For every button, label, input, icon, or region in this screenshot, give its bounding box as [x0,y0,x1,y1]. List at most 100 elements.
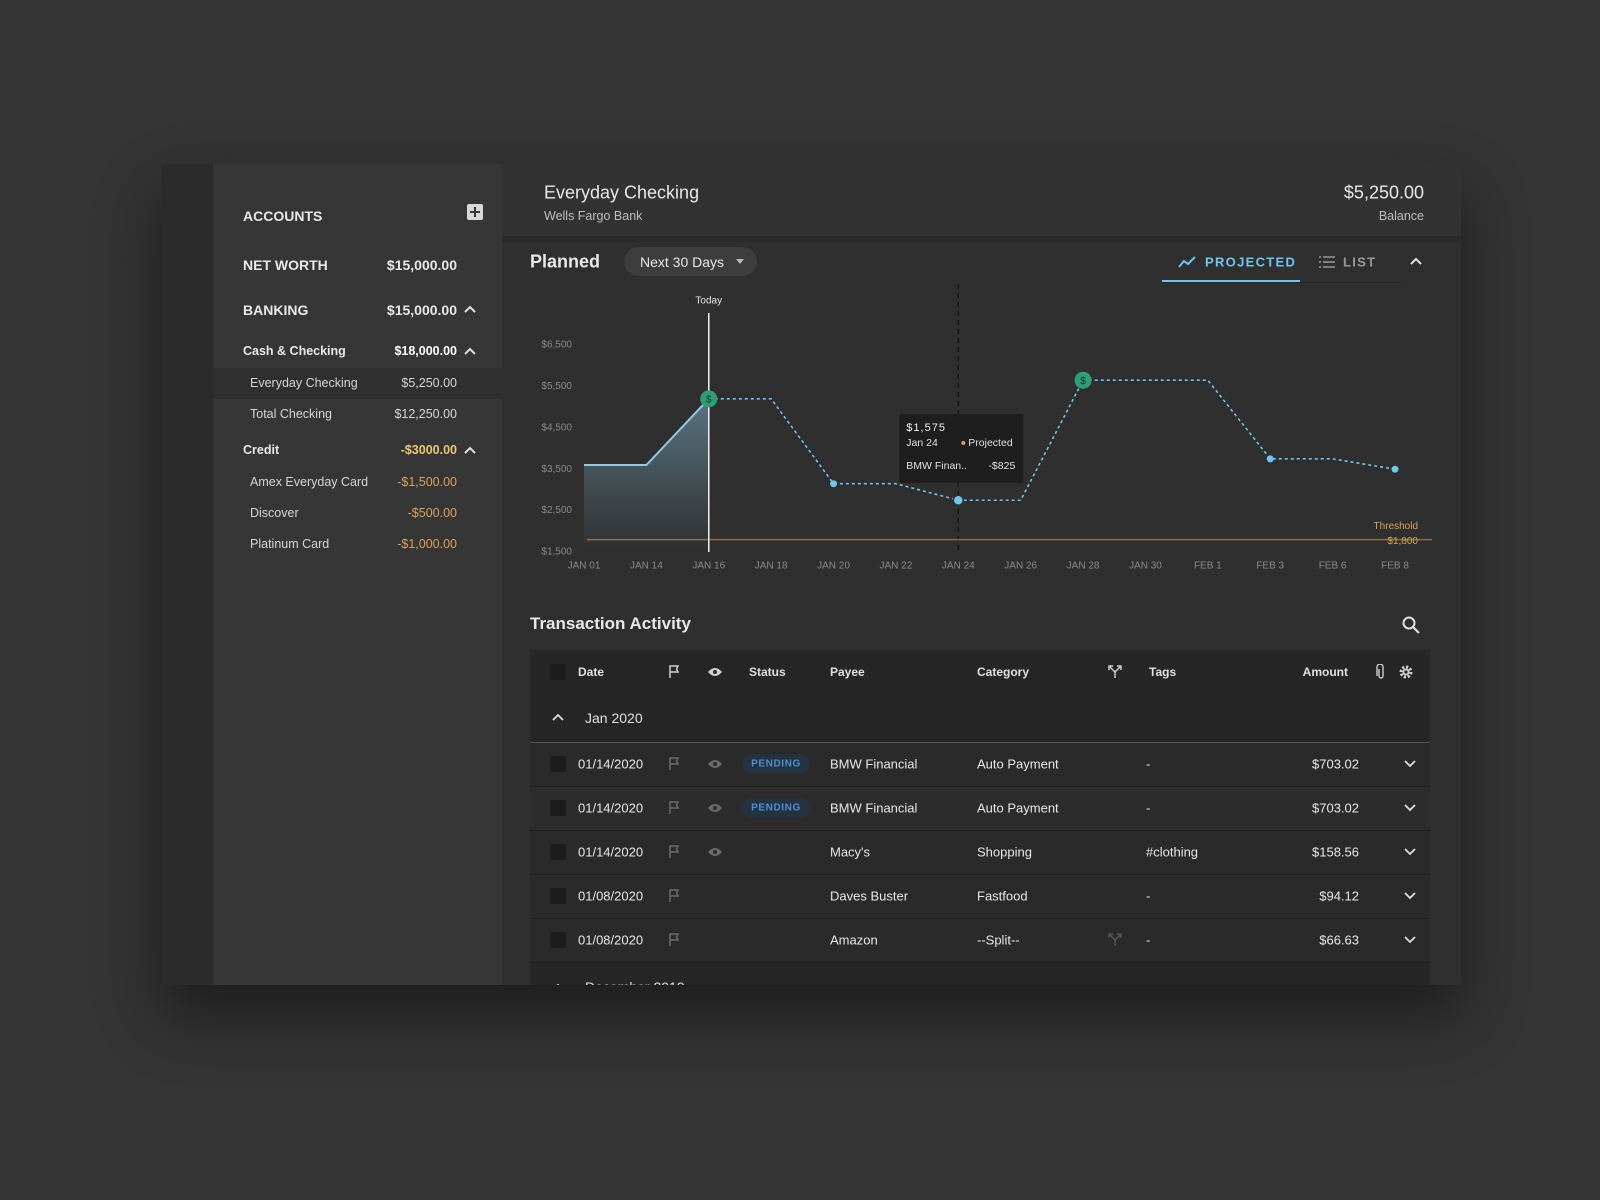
column-header[interactable]: Payee [830,665,865,679]
flag-button[interactable] [668,801,680,815]
line [584,398,710,467]
row-checkbox[interactable] [550,888,566,904]
income-marker [1074,371,1092,389]
tags: - [1146,800,1151,816]
expense-marker [1266,455,1274,463]
row-checkbox[interactable] [550,844,566,860]
range-select[interactable] [624,247,757,276]
column-header[interactable]: Amount [1302,665,1348,679]
visibility-button[interactable] [707,759,723,769]
x-tick-label: FEB 1 [1194,561,1222,572]
attachment-icon [1376,664,1384,679]
flag-button[interactable] [668,889,680,903]
transaction-row[interactable] [530,875,1430,919]
row-checkbox[interactable] [550,932,566,948]
column-header[interactable]: Date [578,665,605,679]
split-icon [1108,665,1122,678]
account-name[interactable]: Discover [250,506,299,520]
transactions-table: Date Status Payee Category Tags Amount Jan 202… [530,650,1430,985]
account-amount: $12,250.00 [394,407,457,421]
y-tick-label: $2,500 [541,505,572,516]
x-tick-label: JAN 24 [942,561,975,572]
section-label[interactable]: Cash & Checking [243,344,346,358]
range-select-text[interactable]: Next 30 Days [640,254,725,270]
date: 01/08/2020 [578,932,644,948]
settings-button[interactable] [1398,664,1414,680]
account-name[interactable]: Total Checking [250,407,332,421]
column-header[interactable]: Category [977,665,1030,679]
app-window: ACCOUNTS NET WORTH $15,000.00 BANKING $1… [162,164,1461,985]
date: 01/08/2020 [578,888,644,904]
visibility-button[interactable] [707,847,723,857]
tags: - [1146,932,1151,948]
tags: - [1146,756,1151,772]
collapse-icon[interactable] [464,445,476,455]
expand-button[interactable] [1404,848,1416,856]
x-tick-label: JAN 18 [755,561,788,572]
income-marker [700,390,718,408]
flag-button[interactable] [668,757,680,771]
amount: $703.02 [1312,800,1359,816]
row-checkbox[interactable] [550,664,566,680]
group-collapse-button[interactable] [552,713,564,722]
category: Auto Payment [977,800,1059,816]
column-header[interactable]: Tags [1149,665,1177,679]
projected-tab[interactable]: PROJECTED [1205,254,1297,270]
threshold-value: $1,800 [1387,536,1418,547]
row-checkbox[interactable] [550,756,566,772]
account-subtitle: Wells Fargo Bank [544,209,643,223]
list-tab[interactable]: LIST [1343,254,1377,270]
transaction-row[interactable] [530,919,1430,963]
x-tick-label: JAN 30 [1129,561,1162,572]
collapse-icon[interactable] [464,304,476,314]
payee: BMW Financial [830,800,918,816]
visibility-button[interactable] [707,803,723,813]
flag-button[interactable] [668,845,680,859]
tooltip-series: Projected [968,437,1013,449]
account-name[interactable]: Amex Everyday Card [250,475,369,489]
account-title: Everyday Checking [544,182,700,203]
tooltip [899,414,1024,483]
area [584,398,709,552]
balance-label: Balance [1378,209,1424,223]
search-button[interactable] [1402,616,1420,634]
tags: - [1146,888,1151,904]
expand-button[interactable] [1404,760,1416,768]
account-name[interactable]: Everyday Checking [250,376,358,390]
add-account-button[interactable] [466,203,484,221]
group-label: December 2019 [585,979,685,985]
flag-button[interactable] [668,665,680,679]
banking-label[interactable]: BANKING [243,302,309,318]
collapse-icon[interactable] [464,346,476,356]
expand-button[interactable] [1404,936,1416,944]
flag-button[interactable] [668,933,680,947]
account-name[interactable]: Platinum Card [250,537,330,551]
group-row [530,693,1430,743]
transaction-row[interactable] [530,831,1430,875]
column-header[interactable]: Status [749,665,786,679]
selected-row [213,368,502,399]
x-tick-label: JAN 20 [817,561,850,572]
x-tick-label: JAN 14 [630,561,663,572]
visibility-button[interactable] [707,667,723,677]
sidebar-title: ACCOUNTS [243,208,323,224]
split-icon [1108,933,1122,946]
net-worth-label: NET WORTH [243,257,328,273]
transaction-row[interactable] [530,787,1430,831]
threshold-label: Threshold [1374,521,1418,532]
collapse-chart-button[interactable] [1410,257,1422,266]
account-header [502,164,1461,236]
transaction-row[interactable] [530,743,1430,787]
account-amount: -$1,500.00 [397,475,457,489]
table-header [530,650,1430,693]
expand-button[interactable] [1404,892,1416,900]
section-label[interactable]: Credit [243,443,280,457]
expand-button[interactable] [1404,804,1416,812]
group-collapse-button[interactable] [552,983,564,985]
row-checkbox[interactable] [550,800,566,816]
transactions-title: Transaction Activity [530,614,691,633]
payee: Daves Buster [830,888,909,904]
date: 01/14/2020 [578,800,644,816]
y-tick-label: $3,500 [541,464,572,475]
